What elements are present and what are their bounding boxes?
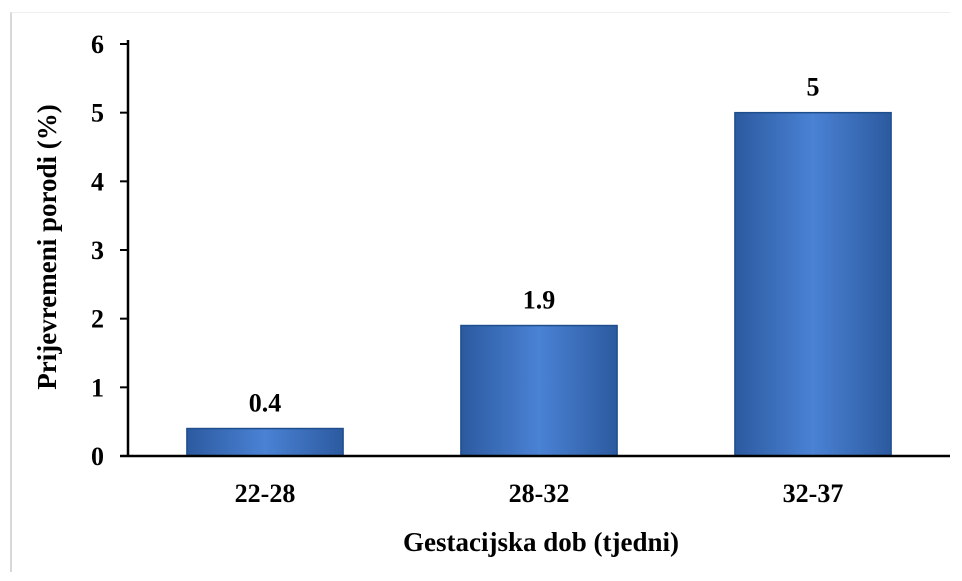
data-label: 0.4 <box>249 389 282 418</box>
data-label: 1.9 <box>523 286 556 315</box>
y-ticks-group: 0 1 2 3 4 5 6 <box>91 30 128 471</box>
x-axis-label: Gestacijska dob (tjedni) <box>403 527 679 557</box>
x-tick-label: 28-32 <box>509 479 570 508</box>
bar-32-37 <box>734 111 892 457</box>
x-tick-label: 32-37 <box>783 479 844 508</box>
y-tick-label: 1 <box>91 373 104 402</box>
bar-28-32 <box>460 324 618 457</box>
y-tick-label: 6 <box>91 30 104 59</box>
x-ticks-group: 22-28 28-32 32-37 <box>235 479 844 508</box>
y-tick-label: 4 <box>91 167 104 196</box>
data-labels-group: 0.4 1.9 5 <box>249 73 820 418</box>
y-tick-label: 2 <box>91 305 104 334</box>
y-axis-label: Prijevremeni porodi (%) <box>32 104 62 389</box>
y-tick-label: 3 <box>91 236 104 265</box>
y-tick-label: 5 <box>91 99 104 128</box>
x-tick-label: 22-28 <box>235 479 296 508</box>
bar-22-28 <box>186 427 344 457</box>
data-label: 5 <box>807 73 820 102</box>
bars-group <box>186 111 892 457</box>
y-tick-label: 0 <box>91 442 104 471</box>
chart-frame <box>10 12 950 572</box>
